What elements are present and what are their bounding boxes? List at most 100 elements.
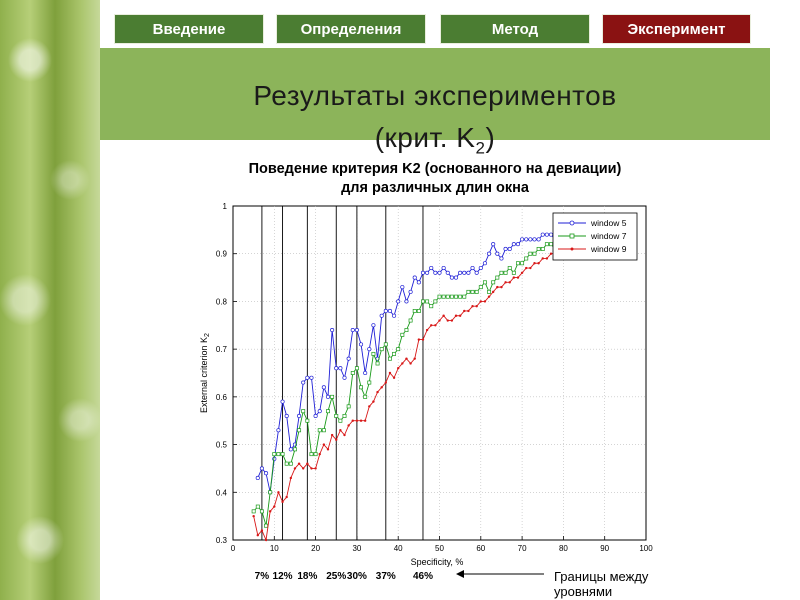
data-point bbox=[284, 461, 289, 466]
data-point bbox=[421, 299, 425, 304]
data-point bbox=[449, 275, 454, 280]
data-point bbox=[425, 328, 429, 332]
data-point bbox=[516, 276, 520, 279]
data-point bbox=[520, 261, 525, 266]
data-point bbox=[259, 509, 264, 514]
data-point bbox=[413, 357, 416, 360]
data-point bbox=[430, 324, 433, 327]
data-point bbox=[483, 300, 487, 303]
data-point bbox=[508, 281, 511, 284]
data-point bbox=[330, 433, 334, 437]
title-band bbox=[100, 48, 770, 140]
series-group bbox=[251, 232, 558, 542]
x-tick-label: 30 bbox=[352, 544, 361, 553]
data-point bbox=[302, 467, 305, 470]
data-point bbox=[540, 246, 545, 251]
data-point bbox=[433, 270, 438, 275]
data-point bbox=[463, 309, 466, 313]
nav-tab-method[interactable]: Метод bbox=[440, 14, 590, 44]
data-point bbox=[342, 413, 347, 418]
data-point bbox=[326, 409, 330, 414]
data-point bbox=[297, 413, 302, 418]
data-point bbox=[260, 529, 264, 532]
y-tick-label: 0.6 bbox=[216, 393, 228, 402]
data-point bbox=[466, 270, 471, 275]
data-point bbox=[379, 313, 384, 318]
x-tick-label: 50 bbox=[435, 544, 444, 553]
data-point bbox=[321, 428, 326, 433]
data-point bbox=[500, 285, 503, 289]
data-point bbox=[317, 428, 322, 433]
y-tick-label: 1 bbox=[223, 202, 228, 211]
data-point bbox=[445, 270, 450, 275]
data-point bbox=[549, 252, 553, 255]
data-point bbox=[310, 467, 313, 470]
slide-title: Результаты экспериментов bbox=[100, 80, 770, 112]
data-point bbox=[277, 491, 280, 494]
nav-tab-intro[interactable]: Введение bbox=[114, 14, 264, 44]
data-point bbox=[412, 275, 417, 280]
data-point bbox=[372, 400, 375, 403]
data-point bbox=[453, 275, 459, 280]
data-point bbox=[268, 490, 273, 495]
data-point bbox=[342, 375, 347, 380]
data-point bbox=[520, 237, 525, 242]
data-point bbox=[429, 265, 434, 271]
data-point bbox=[359, 385, 363, 390]
data-point bbox=[335, 438, 338, 441]
data-point bbox=[495, 251, 500, 256]
data-point bbox=[445, 294, 450, 299]
data-point bbox=[309, 452, 314, 457]
data-point bbox=[371, 323, 376, 328]
data-point bbox=[529, 266, 532, 270]
data-point bbox=[380, 386, 383, 389]
data-point bbox=[392, 351, 397, 356]
data-point bbox=[503, 270, 508, 275]
data-point bbox=[536, 246, 541, 251]
data-point bbox=[387, 308, 392, 314]
arrow-left-icon bbox=[456, 570, 464, 578]
data-point bbox=[383, 308, 388, 314]
data-point bbox=[338, 366, 343, 371]
x-tick-label: 100 bbox=[639, 544, 653, 553]
data-point bbox=[441, 294, 446, 299]
data-point bbox=[317, 409, 322, 414]
nav-tab-definitions[interactable]: Определения bbox=[276, 14, 426, 44]
data-point bbox=[532, 251, 537, 256]
data-point bbox=[400, 285, 405, 290]
data-point bbox=[417, 338, 421, 341]
data-point bbox=[387, 356, 392, 361]
data-point bbox=[503, 246, 508, 251]
y-tick-label: 0.3 bbox=[216, 536, 228, 545]
data-point bbox=[515, 242, 521, 247]
data-point bbox=[429, 304, 434, 309]
data-point bbox=[511, 242, 516, 247]
y-tick-label: 0.7 bbox=[216, 345, 228, 354]
boundary-label: 25% bbox=[326, 571, 346, 582]
data-point bbox=[507, 246, 512, 251]
y-tick-label: 0.8 bbox=[216, 297, 228, 306]
data-point bbox=[454, 314, 458, 317]
data-point bbox=[297, 428, 302, 433]
legend-marker bbox=[570, 247, 574, 251]
data-point bbox=[376, 390, 379, 394]
data-point bbox=[478, 285, 483, 290]
data-point bbox=[516, 261, 520, 266]
data-point bbox=[388, 371, 392, 375]
nav-tab-experiment[interactable]: Эксперимент bbox=[602, 14, 751, 44]
data-point bbox=[528, 251, 533, 256]
data-point bbox=[548, 232, 554, 237]
data-point bbox=[536, 237, 541, 242]
data-point bbox=[368, 405, 371, 408]
data-point bbox=[396, 299, 401, 304]
data-point bbox=[470, 289, 475, 294]
x-tick-label: 60 bbox=[476, 544, 485, 553]
data-point bbox=[400, 332, 405, 337]
chart-title-line1: Поведение критерия K2 (основанного на де… bbox=[248, 161, 622, 177]
data-point bbox=[313, 413, 318, 418]
data-point bbox=[396, 347, 401, 352]
data-point bbox=[434, 324, 437, 327]
boundary-label: 7% bbox=[255, 571, 270, 582]
data-point bbox=[524, 237, 529, 242]
data-point bbox=[289, 476, 293, 480]
